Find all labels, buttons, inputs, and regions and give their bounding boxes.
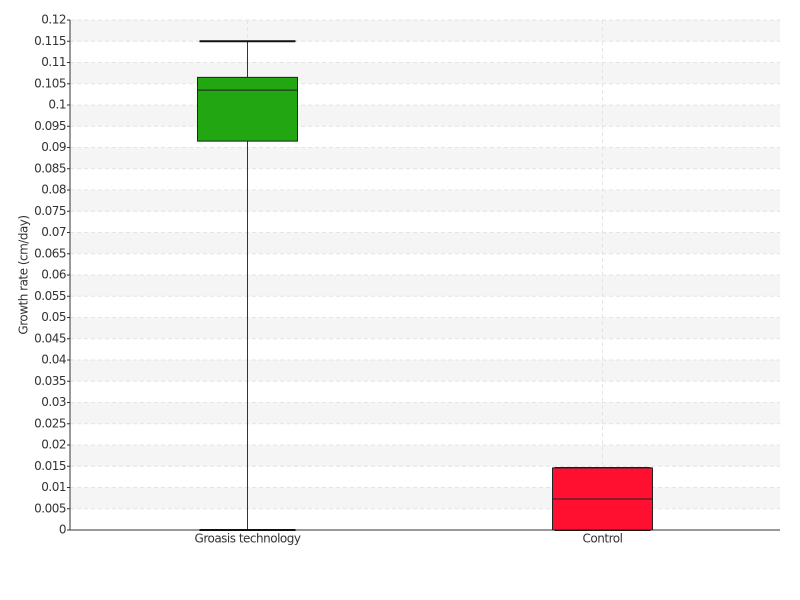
- y-axis-label: Growth rate (cm/day): [17, 215, 31, 334]
- y-tick-label: 0.005: [34, 501, 66, 515]
- grid-band: [70, 190, 780, 212]
- x-tick-label: Control: [583, 532, 623, 546]
- box: [197, 76, 298, 142]
- grid-band: [70, 275, 780, 297]
- y-tick-label: 0.035: [34, 374, 66, 388]
- y-tick-label: 0.06: [41, 268, 66, 282]
- y-tick-label: 0.025: [34, 416, 66, 430]
- y-tick-label: 0.08: [41, 183, 66, 197]
- y-tick-label: 0.02: [41, 438, 66, 452]
- y-tick-label: 0.115: [34, 34, 66, 48]
- y-tick-label: 0.04: [41, 353, 66, 367]
- y-tick-label: 0.05: [41, 310, 66, 324]
- y-tick-label: 0.01: [41, 480, 66, 494]
- grid-band: [70, 62, 780, 84]
- grid-band: [70, 445, 780, 467]
- y-tick-label: 0.015: [34, 459, 66, 473]
- grid-band: [70, 232, 780, 254]
- y-tick-label: 0.11: [41, 55, 66, 69]
- y-tick-label: 0.09: [41, 140, 66, 154]
- grid-band: [70, 317, 780, 339]
- y-tick-label: 0.07: [41, 225, 66, 239]
- grid-band: [70, 147, 780, 169]
- grid-band: [70, 105, 780, 127]
- y-tick-label: 0.065: [34, 246, 66, 260]
- grid-band: [70, 360, 780, 382]
- grid-band: [70, 487, 780, 509]
- y-tick-label: 0.12: [41, 13, 66, 27]
- y-tick-label: 0.03: [41, 395, 66, 409]
- y-tick-label: 0.085: [34, 161, 66, 175]
- y-tick-label: 0.045: [34, 331, 66, 345]
- y-tick-label: 0.075: [34, 204, 66, 218]
- y-tick-label: 0.1: [48, 98, 66, 112]
- grid-band: [70, 402, 780, 424]
- y-tick-label: 0: [59, 523, 66, 537]
- y-tick-label: 0.055: [34, 289, 66, 303]
- grid-band: [70, 20, 780, 42]
- x-tick-label: Groasis technology: [195, 532, 301, 546]
- y-tick-label: 0.095: [34, 119, 66, 133]
- y-tick-label: 0.105: [34, 76, 66, 90]
